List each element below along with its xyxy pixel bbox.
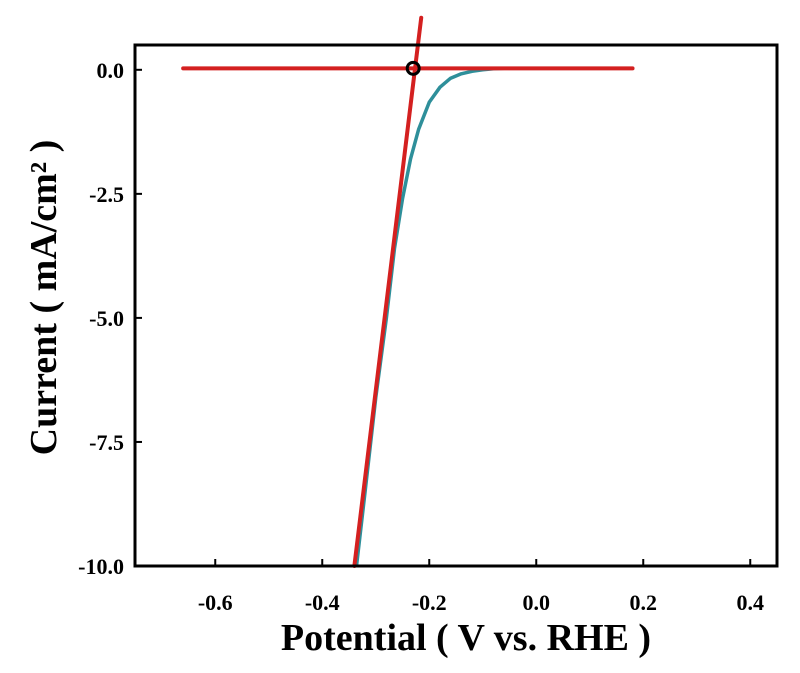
y-tick-label: -2.5 bbox=[89, 182, 124, 207]
axis-ticks bbox=[135, 68, 752, 567]
tangent-line bbox=[352, 15, 424, 568]
y-tick-label: -7.5 bbox=[89, 430, 124, 455]
y-tick-label: -10.0 bbox=[78, 554, 124, 579]
x-tick-label: -0.6 bbox=[198, 590, 233, 615]
y-tick-labels: 0.0 -2.5 -5.0 -7.5 -10.0 bbox=[78, 58, 124, 579]
x-tick-label: -0.4 bbox=[305, 590, 340, 615]
x-tick-label: -0.2 bbox=[412, 590, 447, 615]
y-axis-title: Current ( mA/cm² ) bbox=[23, 140, 65, 456]
plot-frame bbox=[133, 43, 779, 568]
series-layer bbox=[354, 66, 505, 567]
x-tick-label: 0.4 bbox=[737, 590, 765, 615]
x-tick-labels: -0.6 -0.4 -0.2 0.0 0.2 0.4 bbox=[198, 590, 764, 615]
y-tick-label: 0.0 bbox=[97, 58, 125, 83]
y-tick-label: -5.0 bbox=[89, 306, 124, 331]
onset-marker bbox=[405, 60, 421, 76]
x-tick-label: 0.0 bbox=[523, 590, 551, 615]
x-tick-label: 0.2 bbox=[630, 590, 658, 615]
x-axis-title: Potential ( V vs. RHE ) bbox=[281, 617, 651, 659]
annotation-layer bbox=[181, 15, 635, 568]
lsv-curve bbox=[354, 66, 505, 567]
